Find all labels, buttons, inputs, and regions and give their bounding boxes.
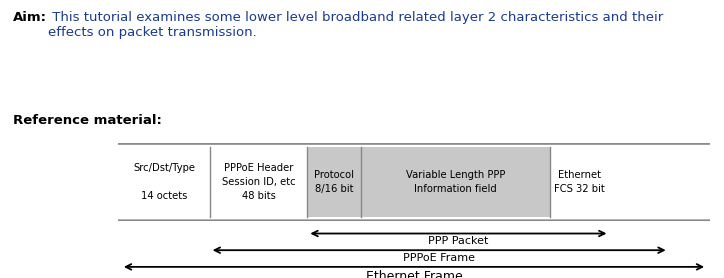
Bar <box>361 147 550 217</box>
Text: Protocol
8/16 bit: Protocol 8/16 bit <box>314 170 354 194</box>
Bar <box>550 147 610 217</box>
Text: PPP Packet: PPP Packet <box>428 236 489 246</box>
Text: PPPoE Header
Session ID, etc
48 bits: PPPoE Header Session ID, etc 48 bits <box>222 163 295 201</box>
Text: Variable Length PPP
Information field: Variable Length PPP Information field <box>405 170 505 194</box>
Text: PPPoE Frame: PPPoE Frame <box>403 253 475 263</box>
Bar <box>210 147 308 217</box>
Text: Ethernet Frame: Ethernet Frame <box>366 270 463 278</box>
FancyBboxPatch shape <box>104 144 724 220</box>
Text: This tutorial examines some lower level broadband related layer 2 characteristic: This tutorial examines some lower level … <box>48 11 663 39</box>
Text: Aim:: Aim: <box>13 11 47 24</box>
Text: Reference material:: Reference material: <box>13 114 162 127</box>
Bar <box>118 147 210 217</box>
Text: Ethernet
FCS 32 bit: Ethernet FCS 32 bit <box>555 170 605 194</box>
Bar <box>308 147 361 217</box>
Text: Src/Dst/Type

14 octets: Src/Dst/Type 14 octets <box>133 163 195 201</box>
